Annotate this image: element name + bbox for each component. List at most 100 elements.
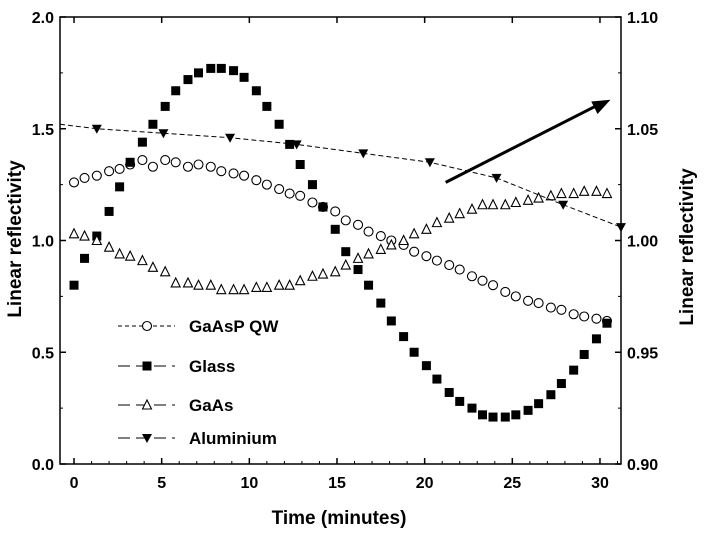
legend-entry: Glass xyxy=(118,357,235,376)
data-point xyxy=(546,390,556,400)
data-point xyxy=(421,251,432,262)
plot-series xyxy=(59,63,626,422)
legend-label: GaAsP QW xyxy=(189,317,279,336)
data-point xyxy=(261,179,272,190)
data-point xyxy=(533,298,544,309)
data-point xyxy=(317,267,329,279)
legend-label: GaAs xyxy=(189,396,233,415)
data-point xyxy=(385,238,397,250)
data-point xyxy=(466,202,478,214)
data-point xyxy=(591,313,602,324)
data-point xyxy=(579,311,590,322)
y-axis-title-right: Linear reflectivity xyxy=(677,168,698,326)
data-point xyxy=(124,249,136,261)
legend-marker xyxy=(141,398,153,410)
data-point xyxy=(205,278,217,290)
data-point xyxy=(376,298,386,308)
series-line xyxy=(59,123,622,228)
data-point xyxy=(216,166,227,177)
data-point xyxy=(261,281,273,292)
data-point xyxy=(274,119,284,129)
data-point xyxy=(330,206,341,217)
trend-arrow-head xyxy=(591,99,611,115)
data-point xyxy=(443,211,455,223)
data-point xyxy=(466,271,478,282)
series-aluminium xyxy=(59,123,626,233)
legend-entry: Aluminium xyxy=(118,429,277,448)
y-tick-label-left: 0.5 xyxy=(32,345,54,362)
data-point xyxy=(545,302,556,313)
data-point xyxy=(455,396,465,406)
data-point xyxy=(307,180,317,190)
data-point xyxy=(478,410,488,420)
data-point xyxy=(137,137,147,147)
data-point xyxy=(295,190,306,201)
data-point xyxy=(115,182,125,192)
data-point xyxy=(568,309,579,320)
data-point xyxy=(523,295,534,306)
data-point xyxy=(340,258,352,270)
data-point xyxy=(399,332,409,342)
x-tick-label: 30 xyxy=(591,475,609,492)
data-point xyxy=(160,154,171,166)
data-point xyxy=(216,63,226,73)
data-point xyxy=(591,334,601,344)
data-point xyxy=(545,189,557,201)
data-point xyxy=(251,175,262,186)
data-point xyxy=(251,86,261,96)
data-point xyxy=(229,66,239,76)
x-tick-label: 15 xyxy=(328,475,346,492)
data-point xyxy=(228,283,239,295)
x-axis-title: Time (minutes) xyxy=(272,508,407,529)
data-point xyxy=(262,101,272,111)
data-point xyxy=(421,223,432,234)
data-point xyxy=(193,278,204,290)
legend-label: Aluminium xyxy=(189,429,277,448)
data-point xyxy=(409,347,419,357)
y-tick-label-right: 1.10 xyxy=(627,10,658,27)
x-tick-label: 25 xyxy=(503,475,521,492)
trend-arrow-shaft xyxy=(445,102,602,184)
y-tick-label-right: 1.00 xyxy=(627,234,658,251)
annotations xyxy=(445,99,611,184)
y-tick-label-right: 0.90 xyxy=(627,457,658,474)
data-point xyxy=(477,275,488,286)
data-point xyxy=(491,173,502,183)
data-point xyxy=(398,234,410,246)
data-point xyxy=(285,139,295,149)
data-point xyxy=(137,254,148,266)
data-point xyxy=(431,255,442,266)
data-point xyxy=(364,280,374,290)
data-point xyxy=(424,158,435,168)
data-point xyxy=(160,101,170,111)
data-point xyxy=(125,157,135,167)
data-point xyxy=(352,252,364,263)
data-point xyxy=(183,75,193,85)
data-point xyxy=(79,172,90,183)
data-point xyxy=(147,161,158,172)
data-point xyxy=(500,286,511,297)
data-point xyxy=(103,240,115,252)
data-point xyxy=(329,265,341,277)
data-point xyxy=(556,304,567,315)
data-point xyxy=(511,410,521,420)
data-point xyxy=(182,276,194,288)
data-point xyxy=(182,161,194,172)
data-point xyxy=(533,191,544,203)
data-point xyxy=(239,72,249,82)
legend-marker xyxy=(142,434,152,443)
data-point xyxy=(158,129,169,139)
legend-marker xyxy=(141,320,153,332)
series-gaasp-qw xyxy=(68,154,613,327)
data-point xyxy=(193,68,203,78)
data-point xyxy=(409,246,420,257)
data-point xyxy=(523,405,533,415)
data-point xyxy=(487,198,499,210)
data-point xyxy=(375,243,387,254)
data-point xyxy=(421,361,431,371)
axes: 0 5 10 15 20 25 30 0.0 0.5 1.0 1.5 2.0 0.90 0.95 1.00 1… xyxy=(32,10,658,492)
legend-entry: GaAsP QW xyxy=(118,317,279,336)
data-point xyxy=(340,215,351,226)
legend-entry: GaAs xyxy=(118,396,233,415)
series-gaas xyxy=(68,185,613,295)
